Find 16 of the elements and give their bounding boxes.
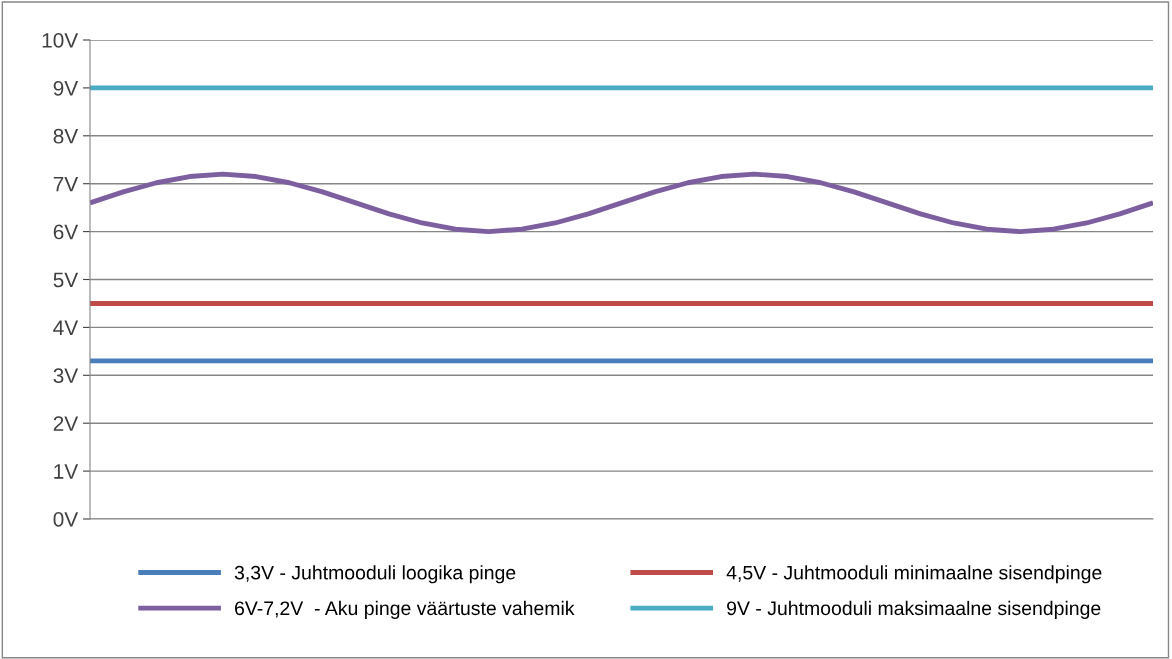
legend-label: 6V-7,2V - Aku pinge väärtuste vahemik xyxy=(235,600,575,619)
y-tick-label: 10V xyxy=(42,33,79,48)
y-tick-label: 7V xyxy=(53,176,79,192)
line-series xyxy=(90,171,1153,235)
y-tick-label: 0V xyxy=(53,512,79,527)
legend-label: 9V - Juhtmooduli maksimaalne sisendpinge xyxy=(727,600,1101,619)
y-tick-label: 3V xyxy=(53,368,79,384)
y-tick-label: 1V xyxy=(54,464,79,479)
legend-label: 4,5V - Juhtmooduli minimaalne sisendpinge xyxy=(726,565,1102,584)
y-tick-label: 5V xyxy=(53,272,79,288)
y-tick-label: 4V xyxy=(53,320,79,335)
y-tick-label: 8V xyxy=(53,128,79,144)
y-tick-label: 9V xyxy=(53,80,79,96)
y-tick-label: 6V xyxy=(53,224,79,240)
legend-label: 3,3V - Juhtmooduli loogika pinge xyxy=(234,565,516,584)
y-tick-label: 2V xyxy=(53,416,79,431)
